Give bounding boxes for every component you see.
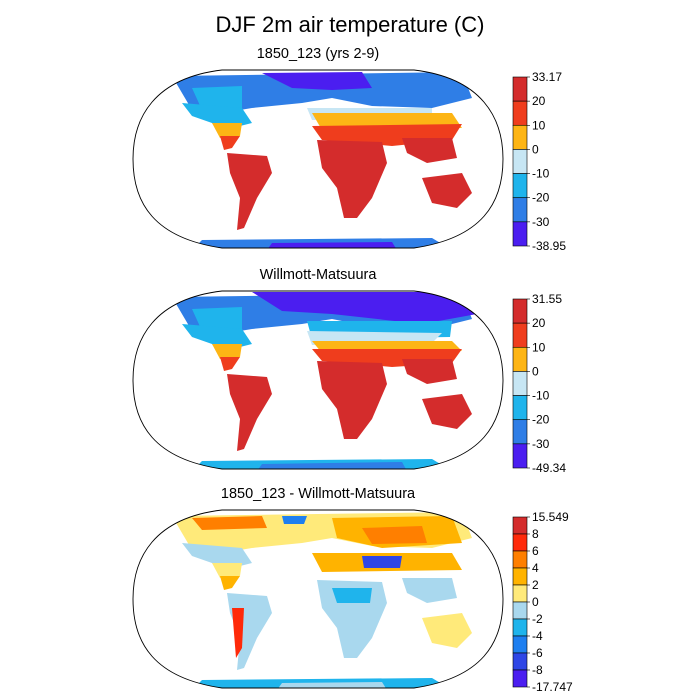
colorbar-segment (512, 652, 528, 671)
colorbar-label: -4 (532, 629, 543, 643)
panel-2-title: Willmott-Matsuura (259, 267, 377, 283)
colorbar-label: 0 (532, 595, 539, 609)
colorbar-label: -8 (532, 663, 543, 677)
colorbar-segment (512, 124, 528, 150)
colorbar-label: 20 (532, 94, 546, 108)
panel-3-colorbar: 15.549 8 6 4 2 0 -2 -4 -6 -8 -17.747 (512, 510, 573, 694)
colorbar-label: 6 (532, 544, 539, 558)
panel-3-map (132, 509, 504, 689)
colorbar-label: -6 (532, 646, 543, 660)
colorbar-segment (512, 669, 528, 688)
colorbar-label: -30 (532, 215, 550, 229)
colorbar-label: -20 (532, 413, 550, 427)
panel-2-colorbar: 31.55 20 10 0 -10 -20 -30 -49.34 (512, 292, 566, 475)
panel-1-map (132, 69, 504, 249)
colorbar-segment (512, 322, 528, 348)
colorbar-segment (512, 221, 528, 247)
colorbar-label: -30 (532, 437, 550, 451)
colorbar-label: 8 (532, 527, 539, 541)
colorbar-segment (512, 371, 528, 396)
colorbar-label: 4 (532, 561, 539, 575)
colorbar-label: 31.55 (532, 292, 562, 306)
colorbar-label: -20 (532, 191, 550, 205)
colorbar-segment (512, 550, 528, 569)
panel-2-map (132, 290, 504, 470)
colorbar-label: -17.747 (532, 680, 573, 694)
colorbar-label: 10 (532, 118, 546, 132)
colorbar-segment (512, 173, 528, 199)
colorbar-segment (512, 395, 528, 421)
colorbar-segment (512, 346, 528, 372)
colorbar-label: 2 (532, 578, 539, 592)
colorbar-label: -49.34 (532, 461, 566, 475)
colorbar-segment (512, 419, 528, 445)
colorbar-segment (512, 149, 528, 174)
colorbar-segment (512, 197, 528, 223)
colorbar-segment (512, 298, 528, 324)
colorbar-segment (512, 601, 528, 620)
colorbar-segment (512, 76, 528, 102)
colorbar-segment (512, 635, 528, 654)
colorbar-label: 0 (532, 142, 539, 156)
colorbar-segment (512, 618, 528, 637)
colorbar-segment (512, 567, 528, 586)
colorbar-label: 33.17 (532, 70, 562, 84)
panel-1-title: 1850_123 (yrs 2-9) (256, 46, 380, 62)
colorbar-segment (512, 516, 528, 535)
colorbar-segment (512, 443, 528, 469)
colorbar-label: 20 (532, 316, 546, 330)
panel-3-title: 1850_123 - Willmott-Matsuura (220, 486, 416, 502)
panel-1-colorbar: 33.17 20 10 0 -10 -20 -30 -38.95 (512, 70, 566, 253)
colorbar-label: -38.95 (532, 239, 566, 253)
figure-title: DJF 2m air temperature (C) (215, 12, 485, 37)
colorbar-segment (512, 584, 528, 603)
colorbar-label: 15.549 (532, 510, 569, 524)
colorbar-label: -10 (532, 167, 550, 181)
colorbar-label: 0 (532, 364, 539, 378)
colorbar-label: -2 (532, 612, 543, 626)
colorbar-segment (512, 100, 528, 126)
colorbar-label: 10 (532, 340, 546, 354)
colorbar-label: -10 (532, 389, 550, 403)
colorbar-segment (512, 533, 528, 552)
